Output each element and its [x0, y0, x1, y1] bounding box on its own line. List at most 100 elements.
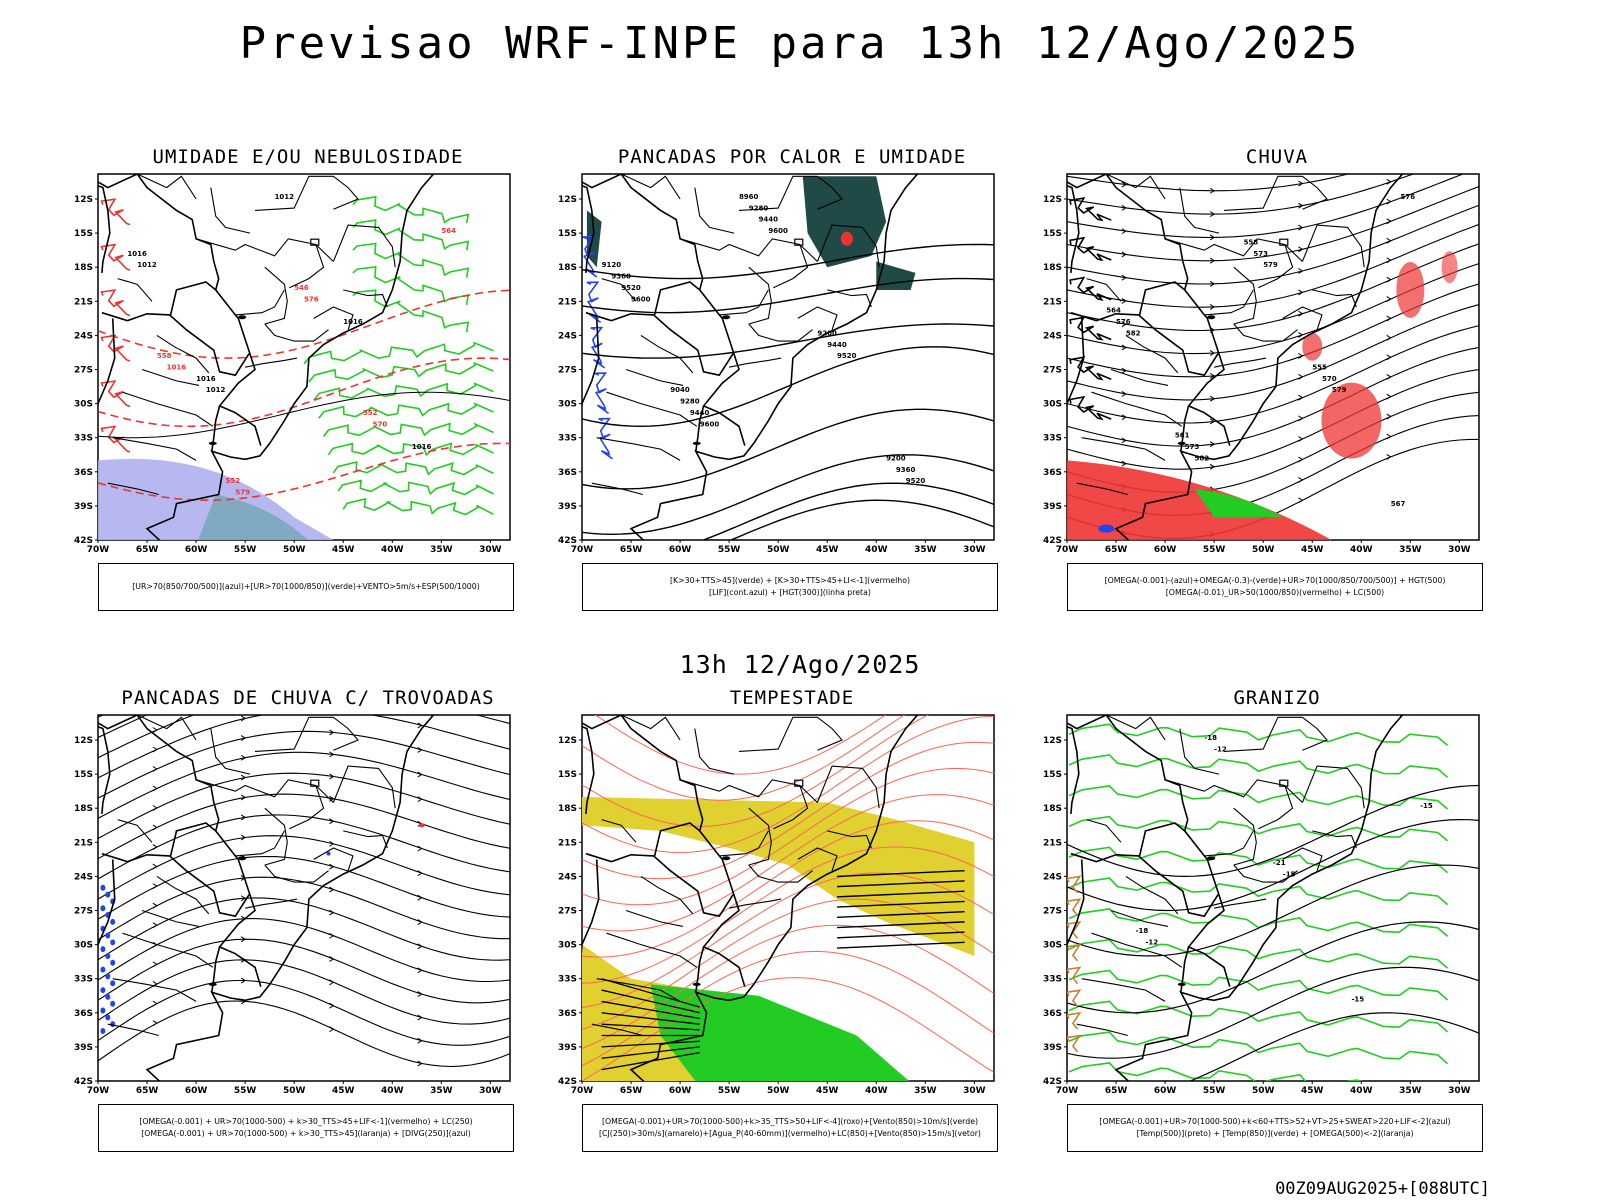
temp850-contour	[1068, 877, 1449, 906]
state-border	[620, 715, 681, 741]
red-thickness-contour-andes	[100, 334, 131, 362]
divergence-blue-dot	[105, 1014, 111, 1021]
streamline-arrow	[1298, 331, 1304, 338]
streamline-arrow	[329, 979, 335, 986]
lat-tick-label: 12S	[1043, 736, 1062, 746]
streamline-arrow	[1209, 280, 1216, 287]
state-border	[333, 175, 359, 210]
state-border	[606, 932, 698, 968]
lon-tick-label: 55W	[234, 1086, 257, 1096]
streamline	[98, 897, 510, 961]
temp500-contour	[1067, 818, 1479, 912]
green-humidity-contour	[318, 402, 494, 419]
wind-vector	[601, 1023, 700, 1031]
divergence-blue-dot	[110, 939, 116, 946]
rain-green-area	[1194, 488, 1283, 518]
state-border	[748, 266, 772, 325]
streamline	[98, 959, 510, 1025]
lat-tick-label: 15S	[74, 229, 93, 239]
contour-label: 9280	[680, 398, 700, 406]
streamline	[98, 730, 510, 799]
streamline-arrow	[329, 644, 333, 649]
lat-tick-label: 15S	[1043, 229, 1062, 239]
lon-tick-label: 45W	[816, 1086, 839, 1096]
lat-tick-label: 33S	[1043, 434, 1062, 444]
streamline-arrow	[240, 895, 247, 902]
state-border	[210, 187, 251, 234]
isobar	[98, 391, 510, 439]
coastline	[629, 715, 919, 1081]
contour-label: 9600	[768, 227, 788, 235]
country-border	[1138, 822, 1186, 857]
streamline-arrow	[240, 715, 247, 722]
lon-tick-label: 50W	[1252, 545, 1275, 555]
temp850-contour	[1068, 1062, 1363, 1081]
panel-legend: [UR>70(850/700/500)](azul)+[UR>70(1000/8…	[98, 563, 514, 611]
lat-tick-label: 42S	[74, 536, 93, 546]
lon-tick-label: 40W	[1350, 1086, 1373, 1096]
state-border	[625, 909, 684, 927]
wind-vector	[837, 941, 965, 949]
convective-area-teal	[802, 176, 887, 268]
state-border	[640, 875, 694, 915]
lon-tick-label: 55W	[234, 545, 257, 555]
lon-tick-label: 70W	[571, 545, 594, 555]
lat-tick-label: 12S	[74, 195, 93, 205]
main-title: Previsao WRF-INPE para 13h 12/Ago/2025	[239, 18, 1361, 69]
contour-label: 558	[157, 352, 172, 360]
streamline-arrow	[1121, 251, 1127, 258]
streamline-arrow	[240, 834, 247, 841]
panel-legend: [OMEGA(-0.001)+UR>70(1000-500)+k>35_TTS>…	[582, 1104, 998, 1152]
map-frame	[581, 173, 995, 541]
streamline-850	[582, 767, 994, 906]
state-border	[1164, 238, 1303, 262]
state-border	[1125, 875, 1179, 915]
contour-label: -15	[1283, 870, 1296, 878]
red-thickness-contour-andes	[100, 425, 131, 453]
state-border	[1076, 482, 1128, 496]
streamline-arrow	[417, 919, 423, 925]
lat-tick-label: 30S	[1043, 941, 1062, 951]
streamline-arrow	[1386, 453, 1392, 460]
map-layer	[98, 644, 510, 1081]
state-border	[1233, 807, 1257, 866]
state-border	[827, 830, 872, 849]
contour-label: 9200	[886, 454, 906, 462]
lon-tick-label: 45W	[332, 545, 355, 555]
lat-tick-label: 36S	[1043, 1009, 1062, 1019]
streamline-arrow	[417, 1014, 423, 1021]
contour-label: 573	[1253, 250, 1268, 258]
state-border	[728, 357, 782, 368]
lat-tick-label: 33S	[558, 434, 577, 444]
state-border	[1164, 779, 1303, 803]
wind-vector	[837, 921, 965, 929]
streamline-arrow	[417, 771, 423, 778]
state-border	[244, 357, 298, 368]
lat-tick-label: 39S	[74, 1043, 93, 1053]
wind-vector	[837, 931, 965, 939]
streamline-arrow	[1298, 394, 1304, 401]
lat-tick-label: 27S	[558, 366, 577, 376]
rain-red-area	[1067, 460, 1332, 540]
country-border	[582, 859, 600, 955]
lon-tick-label: 70W	[1056, 1086, 1079, 1096]
state-border	[1213, 357, 1267, 368]
lat-tick-label: 24S	[74, 872, 93, 882]
country-border	[1067, 715, 1231, 987]
streamline-arrow	[152, 863, 158, 870]
contour-label: 9360	[896, 466, 916, 474]
terrain-contour	[1069, 316, 1112, 341]
contour-label: 9520	[906, 477, 926, 485]
lon-tick-label: 55W	[718, 545, 741, 555]
lat-tick-label: 39S	[1043, 1043, 1062, 1053]
contour-label: 1016	[343, 318, 363, 326]
lat-tick-label: 21S	[74, 297, 93, 307]
lif-contour-blue	[594, 372, 610, 415]
streamline-arrow	[1298, 497, 1304, 504]
streamline-arrow	[1386, 433, 1392, 440]
lat-tick-label: 33S	[558, 975, 577, 985]
state-border	[1258, 244, 1294, 289]
lat-tick-label: 30S	[74, 941, 93, 951]
state-border	[195, 238, 334, 262]
